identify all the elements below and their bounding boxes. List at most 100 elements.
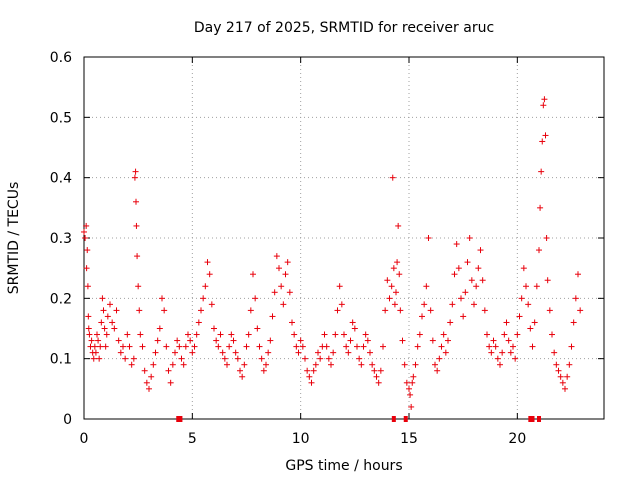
data-point [206, 271, 213, 278]
data-point [336, 283, 343, 290]
data-point [373, 373, 380, 380]
data-point [572, 295, 579, 302]
y-tick-label: 0.1 [50, 352, 72, 368]
data-point [97, 343, 104, 350]
data-point [564, 373, 571, 380]
data-point [364, 337, 371, 344]
data-point [395, 222, 402, 229]
data-point [471, 301, 477, 308]
data-point [523, 283, 529, 290]
data-point [510, 343, 516, 350]
x-tick-label: 10 [292, 431, 310, 447]
data-point [204, 259, 211, 266]
data-point [217, 331, 224, 338]
data-point [187, 337, 194, 344]
data-point [412, 361, 419, 368]
data-point [334, 307, 341, 314]
data-point [492, 343, 499, 350]
data-point [568, 343, 575, 350]
data-point [176, 343, 183, 350]
data-point [507, 349, 514, 356]
data-point [198, 307, 204, 314]
data-point [83, 265, 90, 272]
data-point [195, 319, 202, 326]
data-point [416, 331, 423, 338]
data-point [182, 343, 189, 350]
data-point [481, 307, 488, 314]
data-point [88, 337, 95, 344]
data-point [185, 331, 191, 338]
data-point [477, 247, 484, 254]
data-point [302, 355, 308, 362]
data-point [150, 361, 157, 368]
data-point [388, 283, 395, 290]
data-point [133, 198, 139, 205]
data-point [200, 295, 207, 302]
data-point [525, 301, 532, 308]
y-tick-label: 0 [63, 412, 72, 428]
data-point [377, 367, 384, 374]
data-point [484, 331, 490, 338]
data-point [419, 313, 425, 320]
data-point [273, 253, 280, 260]
data-point [131, 174, 138, 181]
data-point [362, 331, 369, 338]
data-point [92, 349, 99, 356]
data-point [312, 361, 319, 368]
data-point [529, 343, 536, 350]
data-point [358, 361, 365, 368]
data-point [453, 241, 460, 248]
y-axis-label: SRMTID / TECUs [6, 182, 22, 295]
x-tick-label: 15 [400, 431, 418, 447]
data-point [81, 228, 87, 235]
data-point [271, 289, 278, 296]
data-point [455, 265, 462, 272]
data-point [367, 349, 373, 356]
data-point [90, 355, 97, 362]
data-point [286, 289, 293, 296]
data-point [512, 355, 519, 362]
data-point [130, 355, 137, 362]
data-point [228, 331, 235, 338]
data-point [191, 343, 198, 350]
data-point [384, 277, 391, 284]
data-point [132, 168, 139, 175]
data-point-zero [537, 416, 541, 422]
data-point [427, 307, 434, 314]
data-point [232, 349, 239, 356]
data-point [317, 355, 324, 362]
data-point [85, 313, 92, 320]
data-point [546, 307, 553, 314]
data-point [555, 367, 562, 374]
data-point [343, 343, 350, 350]
data-point [263, 361, 269, 368]
data-point [247, 307, 254, 314]
data-point [371, 367, 378, 374]
data-point-zero [176, 416, 181, 422]
data-point [330, 349, 337, 356]
data-point [237, 367, 243, 374]
data-point-zero [530, 416, 535, 422]
data-point [174, 337, 181, 344]
data-point [295, 349, 302, 356]
data-point [501, 331, 508, 338]
data-point [278, 283, 285, 290]
data-point [527, 325, 534, 332]
data-point [539, 138, 546, 145]
data-point [143, 379, 150, 386]
data-point [566, 361, 573, 368]
data-point [133, 222, 140, 229]
data-point [516, 313, 523, 320]
data-point [139, 343, 146, 350]
data-point [429, 337, 436, 344]
data-point [226, 343, 233, 350]
data-point [122, 355, 129, 362]
data-point [347, 337, 354, 344]
data-point [269, 313, 276, 320]
data-point [407, 391, 414, 398]
data-point [542, 132, 549, 139]
data-point [341, 331, 347, 338]
data-point [438, 343, 445, 350]
data-point [167, 379, 174, 386]
